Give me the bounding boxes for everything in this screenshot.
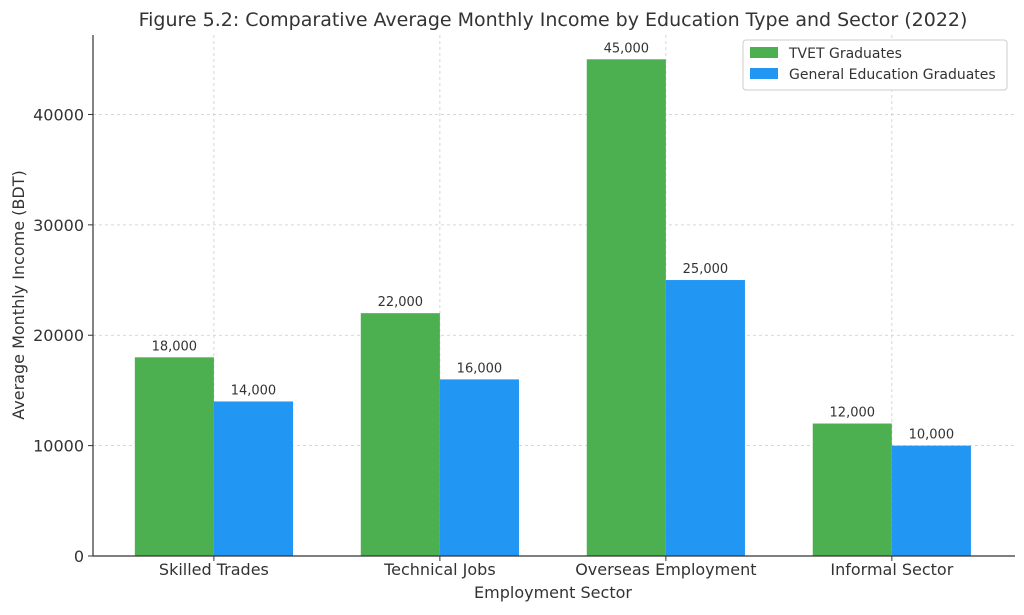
data-label: 14,000 <box>231 383 277 398</box>
bar <box>439 379 519 556</box>
legend: TVET Graduates General Education Graduate… <box>742 39 1008 91</box>
data-label: 25,000 <box>683 262 729 277</box>
data-label: 22,000 <box>378 295 424 310</box>
axes: 0 10000 20000 30000 40000 Skilled Trades Techn… <box>33 35 1015 579</box>
y-tick-label: 20000 <box>33 326 84 345</box>
legend-swatch <box>750 47 778 58</box>
legend-box <box>742 39 1008 91</box>
y-tick-label: 30000 <box>33 216 84 235</box>
bar <box>812 423 892 556</box>
y-tick-label: 0 <box>74 547 84 566</box>
data-label: 18,000 <box>152 339 198 354</box>
bars: 18,000 22,000 45,000 12,000 14,000 16,000 25,0… <box>134 41 971 556</box>
legend-label: TVET Graduates <box>788 46 902 62</box>
bar <box>134 357 214 556</box>
bar <box>891 445 971 556</box>
data-label: 16,000 <box>457 361 503 376</box>
legend-swatch <box>750 68 778 79</box>
x-tick-label: Informal Sector <box>830 560 953 579</box>
y-tick-label: 40000 <box>33 105 84 124</box>
data-label: 45,000 <box>604 41 650 56</box>
x-tick-label: Skilled Trades <box>159 560 269 579</box>
bar <box>360 313 440 556</box>
bar <box>665 280 745 556</box>
data-label: 10,000 <box>909 428 955 443</box>
y-axis-label: Average Monthly Income (BDT) <box>9 170 28 419</box>
y-tick-label: 10000 <box>33 437 84 456</box>
bar <box>213 401 293 556</box>
data-label: 12,000 <box>830 406 876 421</box>
x-tick-label: Overseas Employment <box>575 560 756 579</box>
x-tick-label: Technical Jobs <box>383 560 496 579</box>
legend-label: General Education Graduates <box>789 67 996 83</box>
chart-title: Figure 5.2: Comparative Average Monthly … <box>139 9 968 31</box>
x-axis-label: Employment Sector <box>474 583 632 602</box>
bar <box>586 59 666 556</box>
